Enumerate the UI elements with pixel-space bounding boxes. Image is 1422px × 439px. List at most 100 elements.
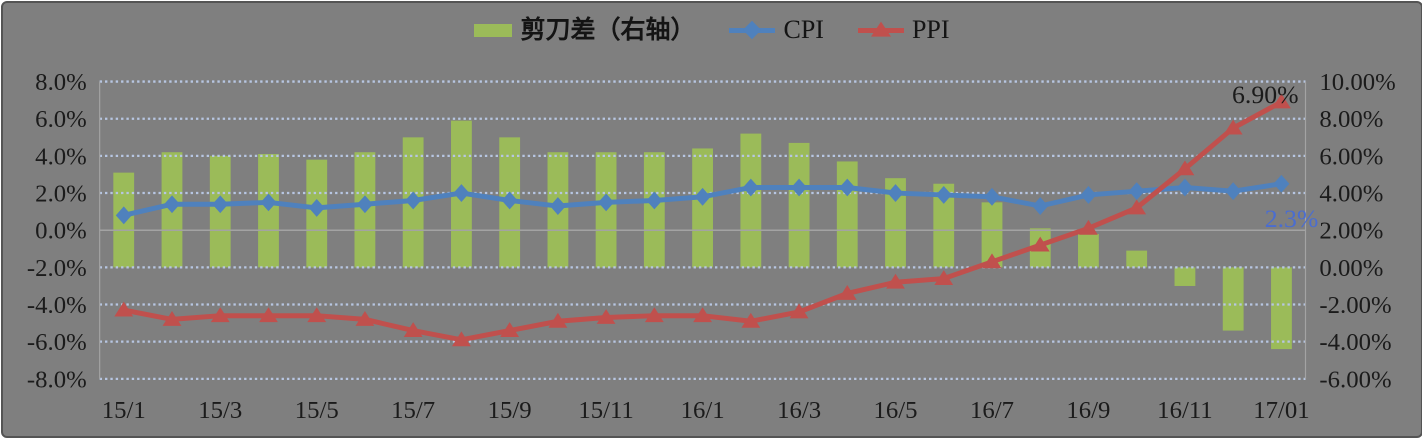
x-axis-tick: 16/5 bbox=[873, 397, 917, 424]
ppi-marker-15/1 bbox=[114, 301, 134, 317]
cpi-marker-16/6 bbox=[935, 186, 952, 204]
left-axis-tick: -8.0% bbox=[27, 366, 87, 393]
plot-area: 8.0% 6.0% 4.0% 2.0% 0.0% -2.0% -4.0% -6.0% -8.0%… bbox=[27, 69, 1396, 424]
x-axis-tick: 16/11 bbox=[1157, 397, 1213, 424]
cpi-line-diamond-swatch-icon bbox=[729, 20, 776, 40]
ppi-marker-15/9 bbox=[500, 322, 520, 338]
cpi-marker-15/5 bbox=[308, 198, 325, 217]
x-axis-tick: 15/5 bbox=[295, 397, 339, 424]
bar-scissors-gap-17/01 bbox=[1271, 267, 1292, 350]
legend-item-cpi: CPI bbox=[729, 15, 824, 44]
ppi-marker-16/5 bbox=[886, 273, 905, 289]
bar-scissors-gap-16/10 bbox=[1126, 250, 1148, 268]
bar-scissors-gap-16/5 bbox=[885, 178, 906, 268]
right-axis-tick: 8.00% bbox=[1319, 106, 1383, 133]
right-axis-tick: 0.00% bbox=[1319, 255, 1383, 282]
cpi-marker-16/10 bbox=[1128, 182, 1145, 201]
legend-label-scissors-gap: 剪刀差（右轴） bbox=[520, 15, 696, 44]
ppi-marker-15/8 bbox=[452, 331, 471, 347]
diamond-marker-icon bbox=[743, 20, 762, 40]
right-axis-tick: 2.00% bbox=[1319, 218, 1383, 245]
ppi-marker-15/2 bbox=[162, 310, 182, 326]
legend-item-scissors-gap: 剪刀差（右轴） bbox=[474, 15, 696, 44]
ppi-marker-16/7 bbox=[982, 253, 1002, 269]
x-axis-tick: 15/7 bbox=[391, 397, 435, 424]
left-axis-tick: -2.0% bbox=[27, 255, 87, 282]
cpi-marker-16/4 bbox=[839, 178, 856, 197]
left-axis-tick: 8.0% bbox=[35, 69, 87, 96]
legend-item-ppi: PPI bbox=[857, 15, 950, 44]
bar-scissors-gap-16/12 bbox=[1222, 267, 1244, 331]
bar-scissors-gap-16/1 bbox=[692, 148, 713, 268]
x-axis-tick: 16/1 bbox=[681, 397, 725, 424]
ppi-marker-16/10 bbox=[1127, 199, 1147, 215]
cpi-marker-15/12 bbox=[646, 191, 663, 210]
ppi-marker-15/5 bbox=[307, 307, 327, 323]
bar-scissors-gap-16/11 bbox=[1174, 267, 1196, 286]
cpi-marker-15/2 bbox=[164, 195, 180, 214]
cpi-marker-15/9 bbox=[501, 191, 518, 210]
ppi-marker-15/10 bbox=[548, 312, 568, 328]
x-axis-tick: 15/11 bbox=[578, 397, 634, 424]
ppi-marker-16/11 bbox=[1175, 160, 1195, 176]
cpi-marker-15/4 bbox=[260, 193, 277, 212]
cpi-marker-16/12 bbox=[1225, 182, 1242, 201]
cpi-marker-16/5 bbox=[887, 184, 904, 202]
ppi-marker-16/6 bbox=[934, 270, 954, 285]
ppi-marker-15/4 bbox=[259, 307, 278, 323]
cpi-marker-15/7 bbox=[405, 191, 422, 210]
left-axis-tick: -6.0% bbox=[27, 329, 87, 356]
legend-label-cpi: CPI bbox=[783, 15, 824, 44]
left-axis-tick: 6.0% bbox=[35, 106, 87, 133]
cpi-marker-16/3 bbox=[791, 178, 808, 197]
chart-legend: 剪刀差（右轴） CPI PPI bbox=[3, 17, 1421, 43]
left-axis-tick: 0.0% bbox=[35, 218, 87, 245]
x-axis-tick: 16/9 bbox=[1066, 397, 1110, 424]
x-axis-tick: 17/01 bbox=[1253, 397, 1309, 424]
ppi-marker-15/7 bbox=[403, 322, 423, 338]
ppi-marker-17/01 bbox=[1272, 93, 1291, 109]
left-axis-tick: -4.0% bbox=[27, 292, 87, 319]
x-axis-tick: 16/3 bbox=[777, 397, 821, 424]
ppi-marker-16/3 bbox=[789, 303, 809, 319]
cpi-marker-16/9 bbox=[1080, 186, 1097, 204]
annotation-ppi-last-value: 6.90% bbox=[1232, 80, 1299, 109]
right-axis-tick: 6.00% bbox=[1319, 143, 1383, 170]
ppi-marker-16/4 bbox=[837, 284, 857, 300]
bar-scissors-gap-16/6 bbox=[933, 183, 955, 268]
bar-series-swatch-icon bbox=[474, 23, 513, 37]
cpi-marker-15/11 bbox=[598, 193, 615, 212]
ppi-marker-16/8 bbox=[1030, 236, 1050, 252]
x-axis-tick: 15/1 bbox=[102, 397, 146, 424]
legend-label-ppi: PPI bbox=[911, 15, 950, 44]
cpi-marker-16/11 bbox=[1177, 178, 1193, 197]
cpi-marker-16/7 bbox=[984, 187, 1000, 206]
ppi-marker-15/3 bbox=[210, 307, 230, 323]
ppi-marker-16/12 bbox=[1223, 119, 1243, 135]
cpi-marker-15/6 bbox=[356, 195, 373, 214]
cpi-marker-17/01 bbox=[1273, 174, 1290, 193]
ppi-marker-15/11 bbox=[596, 309, 616, 324]
cpi-marker-15/10 bbox=[549, 197, 566, 215]
ppi-line-triangle-swatch-icon bbox=[857, 21, 904, 37]
right-axis-tick: -2.00% bbox=[1319, 292, 1391, 319]
bar-scissors-gap-16/7 bbox=[981, 202, 1003, 268]
ppi-marker-16/2 bbox=[741, 312, 761, 328]
cpi-marker-15/1 bbox=[115, 206, 132, 225]
bar-scissors-gap-16/3 bbox=[788, 142, 810, 268]
x-axis-tick: 15/9 bbox=[488, 397, 532, 424]
left-axis-tick: 2.0% bbox=[35, 180, 87, 207]
x-axis-tick: 16/7 bbox=[970, 397, 1014, 424]
annotation-cpi-last-value: 2.3% bbox=[1265, 204, 1319, 233]
bar-scissors-gap-15/12 bbox=[643, 152, 665, 268]
bar-scissors-gap-16/2 bbox=[740, 133, 762, 268]
triangle-marker-icon bbox=[870, 21, 891, 37]
bar-scissors-gap-16/9 bbox=[1078, 233, 1099, 268]
ppi-marker-15/12 bbox=[644, 307, 664, 323]
right-axis-tick: 4.00% bbox=[1319, 180, 1383, 207]
ppi-marker-16/1 bbox=[693, 307, 712, 323]
left-axis-tick: 4.0% bbox=[35, 143, 87, 170]
right-axis-tick: 10.00% bbox=[1319, 69, 1395, 96]
cpi-marker-16/2 bbox=[742, 178, 759, 197]
